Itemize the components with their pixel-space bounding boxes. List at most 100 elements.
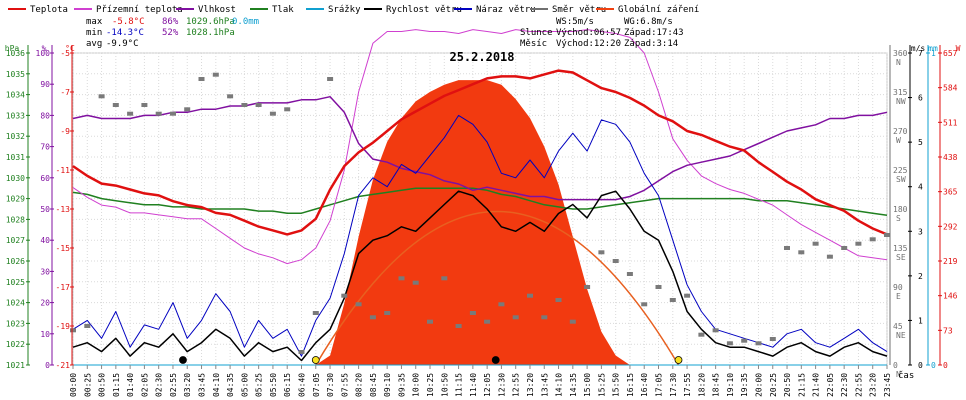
wind-direction-mark [798,250,805,255]
wind-direction-mark [441,276,448,281]
wind-direction-mark [312,311,319,315]
temperature-axis-tick-label: -11 [56,166,71,175]
avg-label: avg [86,39,102,49]
time-tick-label: 03:45 [198,373,207,397]
wind-direction-mark [684,293,691,298]
time-tick-label: 10:00 [412,373,421,397]
wind-axis-tick-label: 7 [918,49,923,58]
wind-direction-mark [184,107,191,112]
wind-direction-mark [769,337,776,341]
radiation-axis-tick-label: 584 [943,84,958,93]
sunset: Západ:17:43 [624,28,684,38]
moonrise: Východ:12:20 [556,39,621,49]
humidity-axis-unit: % [42,44,47,53]
humidity-axis-tick-label: 80 [40,111,50,120]
radiation-axis-tick-label: 511 [943,118,958,127]
pressure-axis-tick-label: 1024 [6,299,25,308]
time-tick-label: 03:20 [183,373,192,397]
wind-direction-mark [298,350,305,354]
wind-direction-mark [784,246,790,250]
temperature-axis-unit: °C [65,44,75,53]
wind-axis-tick-label: 5 [918,138,923,147]
time-tick-label: 23:20 [869,373,878,397]
direction-axis-tick-label: NW [896,97,906,106]
sunset-marker [674,356,683,364]
max-label: max [86,17,103,27]
time-tick-label: 05:25 [255,373,264,397]
direction-axis-tick-label: E [896,292,901,301]
wind-direction-mark [869,237,876,242]
sunrise-marker [311,356,320,364]
temperature-axis-tick-label: -13 [56,205,71,214]
radiation-axis-tick-label: 292 [943,222,958,231]
pressure-axis-tick-label: 1031 [6,153,25,162]
wind-direction-mark [569,319,576,324]
wind-direction-mark [98,94,105,99]
direction-axis-tick-label: SW [896,175,906,184]
radiation-area [73,80,887,365]
time-tick-label: 22:05 [826,373,835,397]
legend-label: Směr větru [552,5,606,15]
direction-axis-tick-label: SE [896,253,906,262]
wind-gust-info: WG:6.8m/s [624,17,673,27]
wind-direction-mark [198,77,205,81]
wind-direction-mark [512,315,519,320]
direction-axis-tick-label: 45 [893,322,903,331]
time-tick-label: 10:50 [440,373,449,397]
temperature-line [72,69,888,236]
sun-label: Slunce [520,28,553,38]
wind-direction-mark [141,103,148,107]
time-tick-label: 11:15 [455,373,464,397]
pressure-axis-tick-label: 1023 [6,319,25,328]
time-tick-label: 17:05 [655,373,664,397]
time-tick-label: 21:40 [812,373,821,397]
max-pressure: 1029.6hPa [186,17,235,27]
max-humidity: 86% [162,17,179,27]
wind-direction-mark [469,311,476,315]
wind-direction-mark [384,311,391,315]
direction-axis-tick-label: 270 [893,127,908,136]
humidity-axis-tick-label: 60 [40,174,50,183]
temperature-axis-tick-label: -15 [56,244,71,253]
legend: Teplota Přízemní teplota Vlhkost Tlak Srážky… [8,5,699,15]
pressure-axis-tick-label: 1028 [6,215,25,224]
moon-label: Měsíc [520,39,547,49]
wind-direction-mark [655,285,662,289]
ground-temperature-line [72,29,888,265]
wind-direction-mark [698,332,705,337]
time-tick-label: 20:00 [754,373,763,397]
time-tick-label: 02:55 [169,373,178,397]
pressure-axis-tick-label: 1022 [6,340,25,349]
humidity-axis-tick-label: 90 [40,80,50,89]
line-series [70,29,890,366]
legend-label: Tlak [272,5,294,15]
time-tick-label: 07:05 [312,373,321,397]
wind-direction-mark [398,276,405,281]
wind-direction-mark [626,272,633,276]
wind-direction-mark [484,319,491,324]
direction-axis-tick-label: 0 [893,361,898,370]
humidity-axis-tick-label: 0 [45,361,50,370]
pressure-axis-tick-label: 1036 [6,49,25,58]
time-tick-label: 20:25 [769,373,778,397]
radiation-axis-tick-label: 146 [943,292,958,301]
time-tick-label: 00:00 [69,373,78,397]
pressure-axis-tick-label: 1021 [6,361,25,370]
wind-direction-mark [598,250,605,255]
legend-label: Teplota [30,5,68,15]
wind-axis-tick-label: 6 [918,94,923,103]
pressure-axis-tick-label: 1026 [6,257,25,266]
wind-direction-mark [112,103,119,107]
radiation-axis-tick-label: 365 [943,188,958,197]
time-tick-label: 08:20 [355,373,364,397]
wind-direction-mark [255,103,262,107]
direction-axis-tick-label: 135 [893,244,908,253]
wind-direction-mark [812,241,819,246]
wind-direction-mark [369,315,376,320]
wind-direction-mark [227,94,234,99]
wind-axis-tick-label: 1 [918,316,923,325]
pressure-axis-tick-label: 1032 [6,132,25,141]
pressure-axis-tick-label: 1030 [6,174,25,183]
rain-axis-tick-label: 1 [931,49,936,58]
